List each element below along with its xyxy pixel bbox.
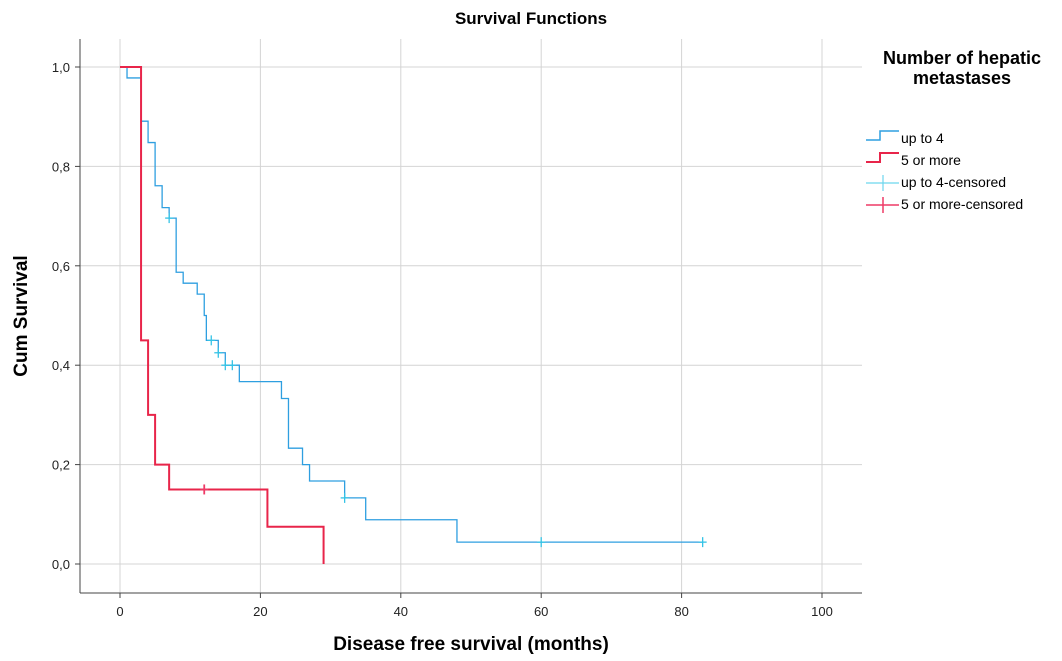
legend-label: 5 or more-censored [901, 196, 1024, 212]
x-tick-label: 20 [253, 604, 267, 619]
x-tick-label: 60 [534, 604, 548, 619]
legend-item-up-to-4-censored: up to 4-censored [866, 172, 1062, 194]
legend-label: up to 4-censored [901, 174, 1007, 190]
legend: up to 4 5 or more up to 4-censored 5 or … [866, 128, 1062, 216]
y-axis-label: Cum Survival [11, 255, 32, 377]
chart-title: Survival Functions [454, 9, 608, 28]
x-tick-label: 40 [394, 604, 408, 619]
legend-item-5-or-more: 5 or more [866, 150, 1062, 172]
x-tick-label: 0 [116, 604, 123, 619]
legend-item-5-or-more-censored: 5 or more-censored [866, 194, 1062, 216]
y-tick-label: 0,4 [52, 358, 70, 373]
x-axis-label: Disease free survival (months) [333, 634, 609, 655]
y-tick-label: 1,0 [52, 60, 70, 75]
legend-label: up to 4 [901, 130, 944, 146]
y-tick-label: 0,0 [52, 557, 70, 572]
legend-censor-swatch-blue [866, 175, 899, 191]
survival-curve-5-or-more [120, 66, 325, 564]
legend-title: Number of hepatic metastases [882, 48, 1042, 88]
x-tick-label: 80 [674, 604, 688, 619]
legend-step-swatch-blue [866, 130, 899, 141]
survival-curve-up-to-4 [120, 66, 703, 543]
legend-step-swatch-red [866, 152, 899, 163]
y-tick-label: 0,2 [52, 458, 70, 473]
y-tick-label: 0,6 [52, 259, 70, 274]
legend-item-up-to-4: up to 4 [866, 128, 1062, 150]
legend-label: 5 or more [901, 152, 961, 168]
x-tick-label: 100 [811, 604, 833, 619]
legend-censor-swatch-red [866, 197, 899, 213]
y-tick-label: 0,8 [52, 159, 70, 174]
